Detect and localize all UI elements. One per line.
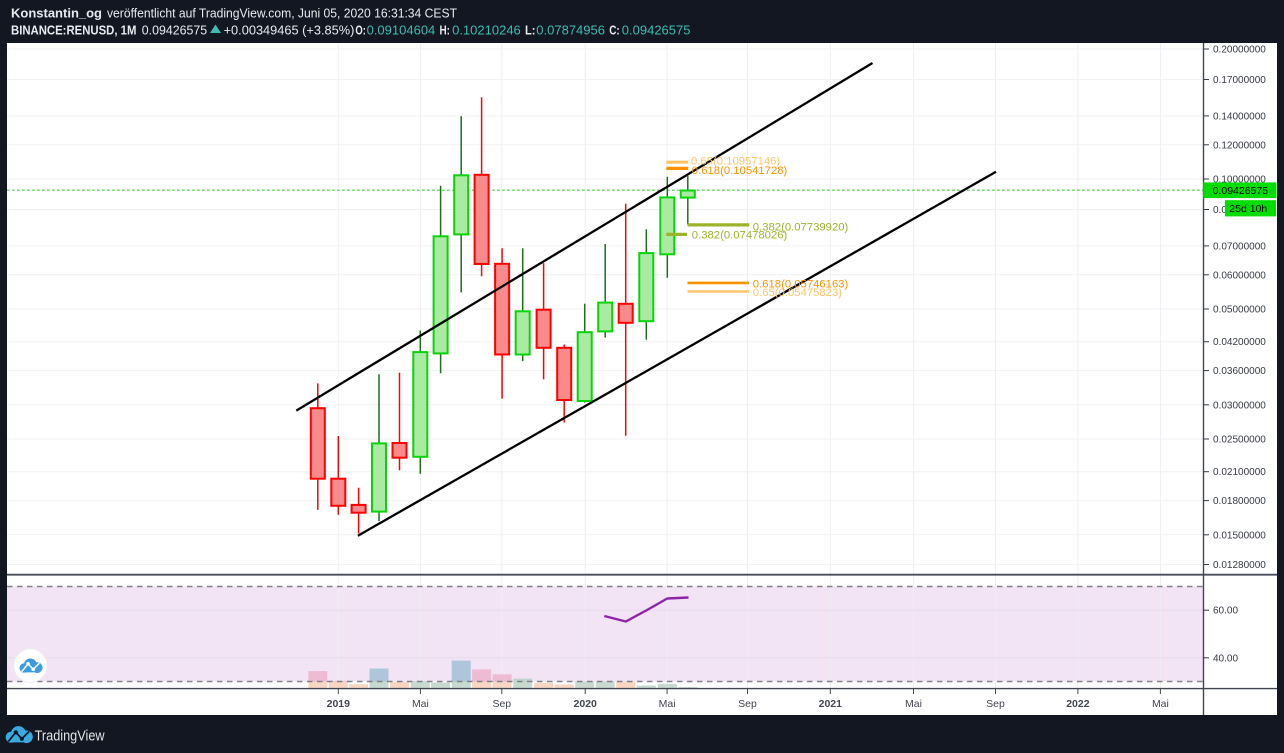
svg-text:0.65(0.05475823): 0.65(0.05475823) [753,287,842,299]
svg-text:0.01280000: 0.01280000 [1213,560,1266,571]
svg-text:0.01500000: 0.01500000 [1213,530,1266,541]
svg-text:40.00: 40.00 [1213,653,1238,664]
svg-text:C:: C: [609,23,620,38]
svg-text:0.382(0.07739920): 0.382(0.07739920) [753,222,849,234]
svg-text:0.20000000: 0.20000000 [1213,45,1266,56]
svg-text:0.07874956: 0.07874956 [536,23,605,38]
svg-text:0.02500000: 0.02500000 [1213,435,1266,446]
svg-text:2019: 2019 [327,698,351,710]
svg-text:TradingView: TradingView [35,728,105,745]
svg-text:Mai: Mai [659,698,676,710]
svg-text:0.10210246: 0.10210246 [452,23,521,38]
svg-text:Mai: Mai [412,698,429,710]
svg-text:0.03000000: 0.03000000 [1213,400,1266,411]
svg-text:2021: 2021 [819,698,843,710]
svg-text:0.10000000: 0.10000000 [1213,175,1266,186]
svg-text:0.02100000: 0.02100000 [1213,467,1266,478]
svg-text:L:: L: [525,23,536,38]
svg-text:25d 10h: 25d 10h [1229,203,1267,215]
svg-text:Sep: Sep [986,698,1005,710]
svg-text:0.382(0.07478026): 0.382(0.07478026) [692,229,788,241]
svg-text:0.01800000: 0.01800000 [1213,496,1266,507]
svg-text:Sep: Sep [738,698,757,710]
svg-text:Konstantin_og: Konstantin_og [11,6,102,21]
svg-text:0.65(0.10957146): 0.65(0.10957146) [691,156,780,168]
svg-text:2020: 2020 [574,698,598,710]
svg-text:0.17000000: 0.17000000 [1213,75,1266,86]
svg-text:O:: O: [355,23,366,38]
svg-text:0.07000000: 0.07000000 [1213,241,1266,252]
svg-text:0.09426575: 0.09426575 [142,23,207,38]
svg-text:0.618(0.05746163): 0.618(0.05746163) [753,278,849,290]
svg-text:Sep: Sep [492,698,511,710]
svg-text:2022: 2022 [1066,698,1090,710]
svg-text:H:: H: [440,23,451,38]
svg-text:0.09426575: 0.09426575 [1213,185,1269,197]
svg-text:0.04200000: 0.04200000 [1213,337,1266,348]
svg-text:0.09426575: 0.09426575 [622,23,691,38]
svg-text:0.03600000: 0.03600000 [1213,366,1266,377]
svg-text:0.12000000: 0.12000000 [1213,140,1266,151]
svg-text:+0.00349465 (+3.85%): +0.00349465 (+3.85%) [224,23,355,38]
svg-text:0.618(0.10541728): 0.618(0.10541728) [692,165,788,177]
svg-text:0.05000000: 0.05000000 [1213,305,1266,316]
svg-text:60.00: 60.00 [1213,606,1238,617]
svg-text:veröffentlicht auf TradingView: veröffentlicht auf TradingView.com, Juni… [107,6,457,21]
svg-text:Mai: Mai [1152,698,1169,710]
svg-text:0.06000000: 0.06000000 [1213,270,1266,281]
svg-text:BINANCE:RENUSD, 1M: BINANCE:RENUSD, 1M [11,23,136,38]
svg-text:0.09104604: 0.09104604 [367,23,436,38]
svg-text:Mai: Mai [905,698,922,710]
svg-text:0.14000000: 0.14000000 [1213,111,1266,122]
